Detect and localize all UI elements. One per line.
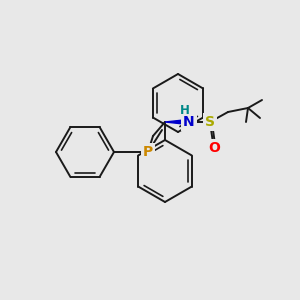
Text: P: P (143, 145, 153, 159)
Text: N: N (183, 115, 195, 129)
Text: S: S (205, 115, 215, 129)
Polygon shape (165, 119, 188, 124)
Text: H: H (180, 104, 190, 118)
Text: O: O (208, 141, 220, 155)
